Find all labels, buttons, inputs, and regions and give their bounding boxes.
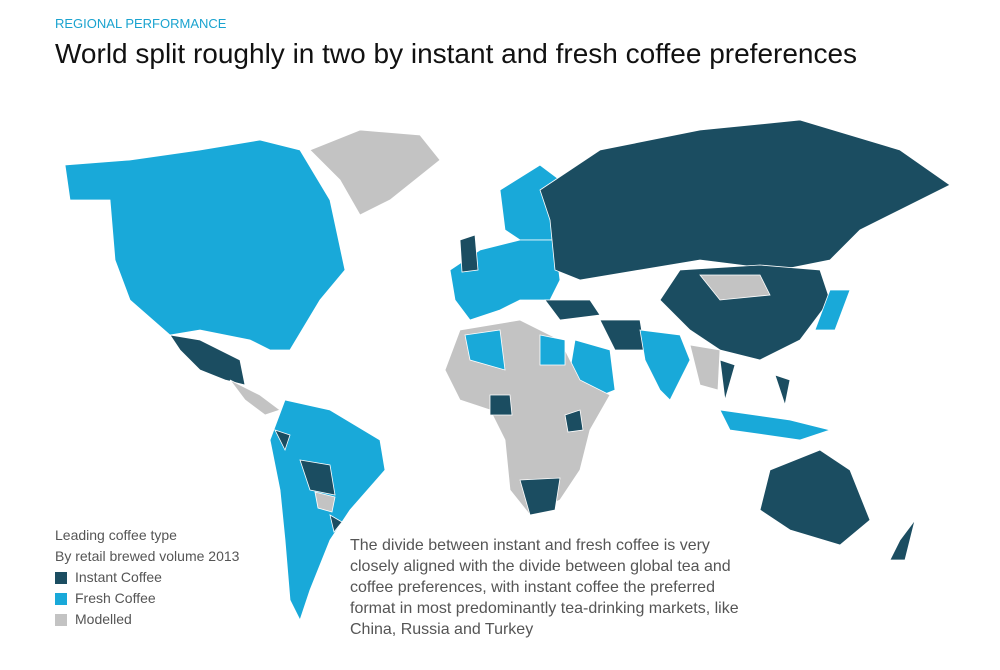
- legend-item: Instant Coffee: [55, 567, 239, 588]
- legend-item: Fresh Coffee: [55, 588, 239, 609]
- legend-label: Modelled: [75, 611, 132, 627]
- indonesia: [719, 409, 832, 441]
- mongolia: [699, 274, 771, 301]
- ecuador: [274, 429, 291, 452]
- kenya: [564, 409, 584, 433]
- mexico: [169, 334, 246, 386]
- russia: [539, 119, 951, 281]
- vietnam: [719, 359, 736, 401]
- turkey: [544, 299, 601, 321]
- africa: [444, 319, 611, 516]
- japan: [814, 289, 851, 331]
- uk: [459, 234, 479, 273]
- new-zealand: [889, 519, 916, 561]
- australia: [759, 449, 871, 546]
- bolivia: [299, 459, 336, 496]
- philippines: [774, 374, 791, 407]
- paraguay: [314, 491, 336, 513]
- legend-label: Fresh Coffee: [75, 590, 156, 606]
- algeria: [464, 329, 506, 371]
- greenland: [309, 129, 441, 216]
- annotation: The divide between instant and fresh cof…: [350, 537, 739, 638]
- uruguay: [329, 514, 343, 533]
- legend-swatch: [55, 592, 67, 605]
- kicker: REGIONAL PERFORMANCE: [55, 16, 227, 31]
- north-america: [64, 139, 346, 351]
- legend-items: Instant Coffee Fresh Coffee Modelled: [55, 567, 239, 630]
- title: World split roughly in two by instant an…: [55, 38, 858, 69]
- legend: Leading coffee type By retail brewed vol…: [55, 525, 239, 630]
- legend-title: Leading coffee type: [55, 527, 177, 543]
- legend-swatch: [55, 571, 67, 584]
- south-africa: [519, 477, 561, 516]
- iran: [599, 319, 646, 351]
- nigeria: [489, 394, 513, 416]
- china: [659, 264, 831, 361]
- southeast-asia: [689, 344, 721, 391]
- legend-subtitle: By retail brewed volume 2013: [55, 548, 240, 564]
- legend-swatch: [55, 613, 67, 626]
- legend-item: Modelled: [55, 609, 239, 630]
- legend-label: Instant Coffee: [75, 569, 162, 585]
- egypt: [539, 334, 566, 366]
- central-america: [229, 379, 281, 416]
- india: [639, 329, 691, 401]
